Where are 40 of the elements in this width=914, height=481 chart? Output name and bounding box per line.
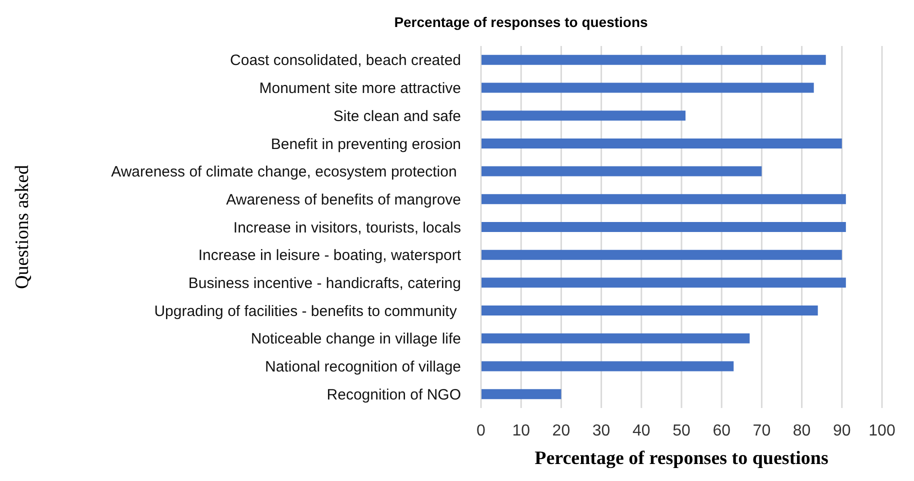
- x-tick-label: 50: [672, 422, 690, 440]
- x-tick-label: 80: [792, 422, 811, 440]
- bar: [481, 361, 734, 372]
- y-tick-label: Business incentive - handicrafts, catering: [188, 275, 461, 292]
- x-tick-label: 100: [868, 422, 896, 440]
- bar: [481, 138, 842, 148]
- bar: [481, 389, 562, 400]
- y-tick-label: Increase in visitors, tourists, locals: [233, 219, 461, 236]
- x-axis-title: Percentage of responses to questions: [534, 448, 828, 469]
- y-tick-label: Increase in leisure - boating, watersport: [198, 247, 462, 264]
- x-tick-label: 60: [712, 422, 731, 440]
- y-axis-title: Questions asked: [12, 164, 33, 290]
- y-tick-label: Benefit in preventing erosion: [270, 136, 461, 153]
- y-tick-label: Awareness of benefits of mangrove: [226, 191, 461, 208]
- x-tick-label: 30: [592, 422, 610, 440]
- bar: [481, 250, 842, 260]
- y-tick-label: Coast consolidated, beach created: [230, 52, 461, 70]
- bar: [481, 333, 750, 344]
- bar: [481, 222, 846, 232]
- bar: [481, 306, 818, 316]
- bar: [481, 110, 686, 121]
- y-tick-label: National recognition of village: [265, 358, 461, 376]
- x-tick-label: 20: [552, 422, 570, 440]
- x-tick-label: 90: [833, 422, 851, 440]
- bar: [481, 278, 846, 288]
- y-tick-label: Noticeable change in village life: [250, 330, 461, 348]
- bar: [481, 194, 846, 204]
- chart-title: Percentage of responses to questions: [393, 13, 649, 32]
- x-tick-label: 0: [476, 422, 486, 440]
- bar: [481, 82, 814, 93]
- bar: [481, 54, 826, 65]
- x-tick-label: 40: [632, 422, 650, 440]
- y-tick-label: Upgrading of facilities - benefits to community: [154, 302, 461, 320]
- y-tick-label: Recognition of NGO: [326, 386, 461, 404]
- y-tick-label: Awareness of climate change, ecosystem protection: [111, 164, 461, 181]
- y-tick-label: Monument site more attractive: [259, 80, 461, 98]
- x-tick-label: 10: [512, 422, 530, 440]
- x-tick-label: 70: [752, 422, 771, 440]
- y-tick-label: Site clean and safe: [333, 108, 461, 125]
- bar: [481, 166, 762, 176]
